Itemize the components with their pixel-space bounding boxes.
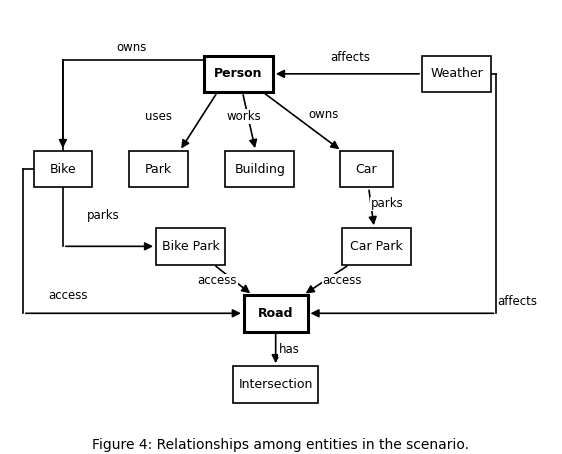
Text: parks: parks (87, 209, 119, 222)
Text: affects: affects (330, 51, 370, 64)
FancyBboxPatch shape (422, 55, 491, 92)
Text: parks: parks (371, 197, 404, 210)
Text: Weather: Weather (430, 67, 483, 80)
Text: Park: Park (145, 163, 172, 176)
FancyBboxPatch shape (156, 228, 225, 265)
FancyBboxPatch shape (244, 295, 307, 331)
Text: Figure 4: Relationships among entities in the scenario.: Figure 4: Relationships among entities i… (93, 438, 469, 452)
FancyBboxPatch shape (204, 55, 273, 92)
Text: Road: Road (258, 307, 293, 320)
Text: has: has (279, 343, 300, 356)
FancyBboxPatch shape (34, 151, 92, 188)
Text: owns: owns (117, 41, 147, 54)
FancyBboxPatch shape (225, 151, 294, 188)
Text: Bike: Bike (49, 163, 76, 176)
FancyBboxPatch shape (339, 151, 393, 188)
Text: Car Park: Car Park (350, 240, 403, 253)
FancyBboxPatch shape (129, 151, 188, 188)
FancyBboxPatch shape (342, 228, 411, 265)
Text: works: works (226, 110, 261, 123)
Text: affects: affects (498, 295, 538, 308)
Text: owns: owns (309, 108, 339, 121)
Text: access: access (323, 274, 362, 287)
Text: Intersection: Intersection (238, 378, 313, 391)
Text: Person: Person (214, 67, 262, 80)
FancyBboxPatch shape (233, 366, 318, 403)
Text: Building: Building (234, 163, 285, 176)
Text: Car: Car (355, 163, 377, 176)
Text: access: access (48, 289, 88, 301)
Text: Bike Park: Bike Park (162, 240, 219, 253)
Text: uses: uses (145, 110, 172, 123)
Text: access: access (197, 274, 237, 287)
